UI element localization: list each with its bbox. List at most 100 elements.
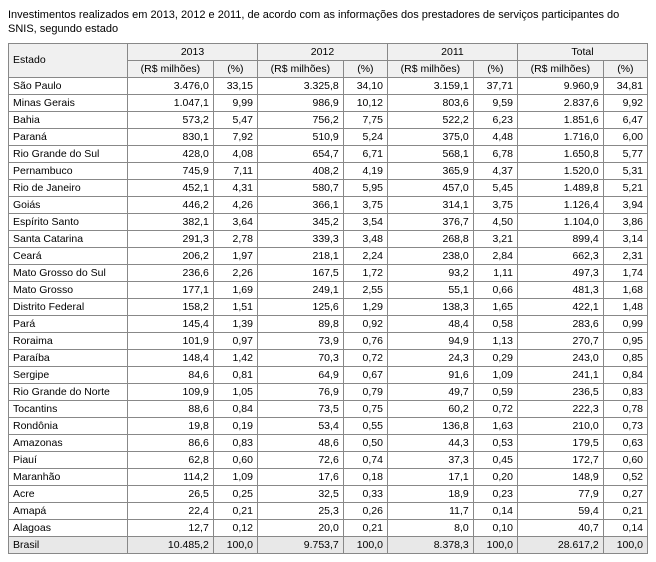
cell-value: 167,5 bbox=[257, 264, 343, 281]
cell-estado: Sergipe bbox=[9, 366, 128, 383]
cell-value: 481,3 bbox=[517, 281, 603, 298]
cell-percent: 1,69 bbox=[213, 281, 257, 298]
cell-value: 345,2 bbox=[257, 213, 343, 230]
cell-percent: 0,79 bbox=[343, 383, 387, 400]
cell-percent: 3,86 bbox=[603, 213, 647, 230]
cell-estado: Acre bbox=[9, 485, 128, 502]
cell-value: 179,5 bbox=[517, 434, 603, 451]
cell-estado: Rio Grande do Norte bbox=[9, 383, 128, 400]
table-row: Pernambuco745,97,11408,24,19365,94,371.5… bbox=[9, 162, 648, 179]
cell-value: 339,3 bbox=[257, 230, 343, 247]
cell-value: 9.960,9 bbox=[517, 77, 603, 94]
cell-percent: 2,78 bbox=[213, 230, 257, 247]
cell-value: 73,9 bbox=[257, 332, 343, 349]
cell-percent: 34,81 bbox=[603, 77, 647, 94]
table-row: Santa Catarina291,32,78339,33,48268,83,2… bbox=[9, 230, 648, 247]
cell-value: 11,7 bbox=[387, 502, 473, 519]
cell-value: 40,7 bbox=[517, 519, 603, 536]
cell-value: 59,4 bbox=[517, 502, 603, 519]
cell-value: 236,6 bbox=[128, 264, 214, 281]
cell-percent: 0,66 bbox=[473, 281, 517, 298]
cell-value: 25,3 bbox=[257, 502, 343, 519]
cell-value: 366,1 bbox=[257, 196, 343, 213]
cell-percent: 0,92 bbox=[343, 315, 387, 332]
cell-value: 222,3 bbox=[517, 400, 603, 417]
cell-percent: 0,95 bbox=[603, 332, 647, 349]
cell-percent: 5,24 bbox=[343, 128, 387, 145]
cell-value: 60,2 bbox=[387, 400, 473, 417]
table-row: Rondônia19,80,1953,40,55136,81,63210,00,… bbox=[9, 417, 648, 434]
cell-value: 10.485,2 bbox=[128, 536, 214, 553]
cell-value: 376,7 bbox=[387, 213, 473, 230]
cell-percent: 5,95 bbox=[343, 179, 387, 196]
cell-percent: 1,42 bbox=[213, 349, 257, 366]
cell-value: 238,0 bbox=[387, 247, 473, 264]
cell-percent: 0,99 bbox=[603, 315, 647, 332]
table-row: Maranhão114,21,0917,60,1817,10,20148,90,… bbox=[9, 468, 648, 485]
cell-value: 1.047,1 bbox=[128, 94, 214, 111]
cell-percent: 7,11 bbox=[213, 162, 257, 179]
col-estado: Estado bbox=[9, 43, 128, 77]
cell-percent: 6,00 bbox=[603, 128, 647, 145]
cell-value: 84,6 bbox=[128, 366, 214, 383]
cell-percent: 1,09 bbox=[213, 468, 257, 485]
cell-percent: 0,67 bbox=[343, 366, 387, 383]
cell-value: 17,6 bbox=[257, 468, 343, 485]
cell-estado: Maranhão bbox=[9, 468, 128, 485]
table-row: Goiás446,24,26366,13,75314,13,751.126,43… bbox=[9, 196, 648, 213]
cell-value: 138,3 bbox=[387, 298, 473, 315]
cell-percent: 0,45 bbox=[473, 451, 517, 468]
cell-value: 18,9 bbox=[387, 485, 473, 502]
cell-percent: 33,15 bbox=[213, 77, 257, 94]
cell-estado: Rondônia bbox=[9, 417, 128, 434]
cell-value: 148,9 bbox=[517, 468, 603, 485]
table-row: Bahia573,25,47756,27,75522,26,231.851,66… bbox=[9, 111, 648, 128]
cell-percent: 1,97 bbox=[213, 247, 257, 264]
cell-value: 270,7 bbox=[517, 332, 603, 349]
cell-estado: Minas Gerais bbox=[9, 94, 128, 111]
cell-percent: 1,63 bbox=[473, 417, 517, 434]
cell-value: 72,6 bbox=[257, 451, 343, 468]
cell-value: 145,4 bbox=[128, 315, 214, 332]
cell-value: 428,0 bbox=[128, 145, 214, 162]
cell-value: 422,1 bbox=[517, 298, 603, 315]
cell-percent: 37,71 bbox=[473, 77, 517, 94]
table-row: Sergipe84,60,8164,90,6791,61,09241,10,84 bbox=[9, 366, 648, 383]
col-group-2012: 2012 bbox=[257, 43, 387, 60]
cell-value: 522,2 bbox=[387, 111, 473, 128]
cell-value: 28.617,2 bbox=[517, 536, 603, 553]
cell-value: 1.489,8 bbox=[517, 179, 603, 196]
cell-percent: 0,97 bbox=[213, 332, 257, 349]
cell-value: 283,6 bbox=[517, 315, 603, 332]
cell-estado: Ceará bbox=[9, 247, 128, 264]
cell-percent: 3,75 bbox=[343, 196, 387, 213]
cell-percent: 4,50 bbox=[473, 213, 517, 230]
cell-percent: 5,47 bbox=[213, 111, 257, 128]
cell-percent: 1,11 bbox=[473, 264, 517, 281]
cell-percent: 0,21 bbox=[213, 502, 257, 519]
cell-value: 77,9 bbox=[517, 485, 603, 502]
cell-value: 24,3 bbox=[387, 349, 473, 366]
cell-percent: 0,50 bbox=[343, 434, 387, 451]
cell-value: 654,7 bbox=[257, 145, 343, 162]
cell-estado: Alagoas bbox=[9, 519, 128, 536]
table-row: Mato Grosso177,11,69249,12,5555,10,66481… bbox=[9, 281, 648, 298]
cell-estado: Goiás bbox=[9, 196, 128, 213]
table-row: Rio Grande do Norte109,91,0576,90,7949,7… bbox=[9, 383, 648, 400]
cell-percent: 6,71 bbox=[343, 145, 387, 162]
cell-value: 22,4 bbox=[128, 502, 214, 519]
cell-estado: Rio Grande do Sul bbox=[9, 145, 128, 162]
cell-value: 158,2 bbox=[128, 298, 214, 315]
cell-percent: 1,05 bbox=[213, 383, 257, 400]
cell-percent: 6,23 bbox=[473, 111, 517, 128]
cell-value: 49,7 bbox=[387, 383, 473, 400]
cell-value: 89,8 bbox=[257, 315, 343, 332]
cell-value: 70,3 bbox=[257, 349, 343, 366]
table-row: Distrito Federal158,21,51125,61,29138,31… bbox=[9, 298, 648, 315]
cell-percent: 9,99 bbox=[213, 94, 257, 111]
cell-value: 64,9 bbox=[257, 366, 343, 383]
table-caption: Investimentos realizados em 2013, 2012 e… bbox=[8, 8, 648, 37]
cell-value: 745,9 bbox=[128, 162, 214, 179]
cell-percent: 6,47 bbox=[603, 111, 647, 128]
cell-percent: 4,31 bbox=[213, 179, 257, 196]
